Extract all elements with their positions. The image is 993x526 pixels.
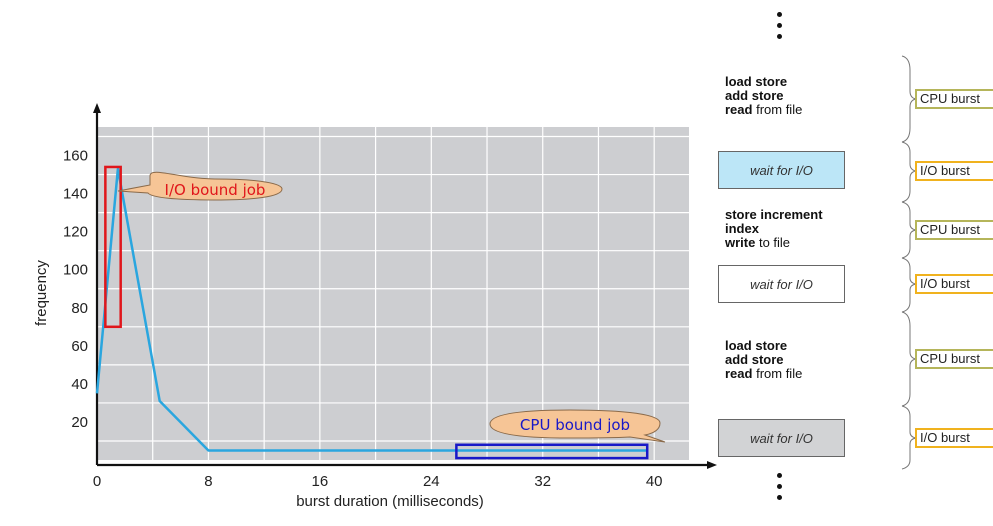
wait-box-3: wait for I/O — [718, 419, 845, 457]
code-line: store increment — [725, 208, 885, 222]
code-block-3: load store add store read from file — [725, 339, 885, 381]
code-keyword: add store — [725, 352, 784, 367]
code-line: write to file — [725, 236, 885, 250]
brace-2 — [901, 141, 917, 203]
x-tick-label: 40 — [646, 473, 663, 490]
code-keyword: load store — [725, 74, 788, 89]
wait-label: wait for I/O — [750, 162, 813, 178]
dot — [777, 484, 782, 489]
code-line: read from file — [725, 103, 885, 117]
dot — [777, 23, 782, 28]
burst-label-text: CPU burst — [920, 222, 980, 237]
code-line: index — [725, 222, 885, 236]
burst-label-text: CPU burst — [920, 91, 980, 106]
io-bound-callout-label: I/O bound job — [165, 181, 266, 199]
code-keyword: index — [725, 221, 759, 236]
x-tick-label: 32 — [534, 473, 551, 490]
y-tick-label: 160 — [63, 148, 88, 165]
code-text: to file — [755, 235, 791, 250]
x-tick-label: 8 — [204, 473, 212, 490]
io-bound-callout — [117, 171, 283, 201]
y-tick-label: 80 — [71, 300, 88, 317]
x-tick-label: 24 — [423, 473, 440, 490]
burst-label-1: CPU burst — [915, 89, 993, 109]
brace-6 — [901, 405, 917, 470]
code-keyword: read — [725, 102, 753, 117]
brace-3 — [901, 201, 917, 259]
y-axis-label: frequency — [33, 260, 50, 326]
code-line: load store — [725, 339, 885, 353]
code-line: load store — [725, 75, 885, 89]
burst-label-2: I/O burst — [915, 161, 993, 181]
dot — [777, 495, 782, 500]
code-line: add store — [725, 89, 885, 103]
burst-label-6: I/O burst — [915, 428, 993, 448]
y-tick-label: 40 — [71, 376, 88, 393]
brace-1 — [901, 55, 917, 143]
y-tick-label: 60 — [71, 338, 88, 355]
wait-label: wait for I/O — [750, 430, 813, 446]
y-tick-label: 140 — [63, 186, 88, 203]
code-block-1: load store add store read from file — [725, 75, 885, 117]
y-tick-label: 120 — [63, 224, 88, 241]
code-keyword: store increment — [725, 207, 823, 222]
io-bound-highlight-box — [104, 165, 122, 329]
wait-label: wait for I/O — [750, 276, 813, 292]
wait-box-1: wait for I/O — [718, 151, 845, 189]
burst-label-4: I/O burst — [915, 274, 993, 294]
tick-labels: 0 8 16 24 32 40 20 40 60 80 100 120 140 160 — [63, 148, 663, 490]
cpu-bound-highlight-box — [455, 443, 649, 460]
burst-label-text: I/O burst — [920, 276, 970, 291]
dot — [777, 12, 782, 17]
code-block-2: store increment index write to file — [725, 208, 885, 250]
code-keyword: write — [725, 235, 756, 250]
dots-top — [777, 12, 785, 45]
code-keyword: load store — [725, 338, 788, 353]
code-keyword: read — [725, 366, 753, 381]
series-line — [95, 167, 648, 452]
code-text: from file — [752, 102, 803, 117]
dot — [777, 473, 782, 478]
burst-label-5: CPU burst — [915, 349, 993, 369]
y-tick-label: 100 — [63, 262, 88, 279]
code-line: read from file — [725, 367, 885, 381]
brace-5 — [901, 311, 917, 407]
brace-4 — [901, 257, 917, 313]
x-axis-label: burst duration (milliseconds) — [296, 493, 484, 510]
dot — [777, 34, 782, 39]
annotations: I/O bound job CPU bound job — [104, 165, 666, 460]
burst-label-text: I/O burst — [920, 163, 970, 178]
burst-label-3: CPU burst — [915, 220, 993, 240]
cpu-bound-callout-label: CPU bound job — [520, 416, 630, 434]
x-tick-label: 0 — [93, 473, 101, 490]
burst-label-text: I/O burst — [920, 430, 970, 445]
wait-box-2: wait for I/O — [718, 265, 845, 303]
x-tick-label: 16 — [312, 473, 329, 490]
code-keyword: add store — [725, 88, 784, 103]
y-tick-label: 20 — [71, 414, 88, 431]
burst-histogram-chart: 0 8 16 24 32 40 20 40 60 80 100 120 140 160 I/O bound… — [33, 103, 717, 510]
dots-bottom — [777, 473, 785, 506]
cpu-bound-callout — [489, 409, 666, 443]
code-text: from file — [752, 366, 803, 381]
code-line: add store — [725, 353, 885, 367]
burst-label-text: CPU burst — [920, 351, 980, 366]
